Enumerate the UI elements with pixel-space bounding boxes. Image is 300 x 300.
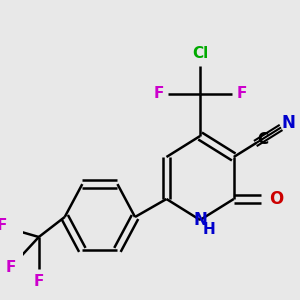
Text: F: F [0, 218, 7, 232]
Text: H: H [203, 223, 216, 238]
Text: F: F [6, 260, 16, 274]
Text: F: F [153, 86, 164, 101]
Text: N: N [193, 211, 207, 229]
Text: O: O [269, 190, 284, 208]
Text: N: N [281, 114, 295, 132]
Text: C: C [257, 131, 268, 146]
Text: F: F [34, 274, 44, 289]
Text: F: F [236, 86, 247, 101]
Text: Cl: Cl [192, 46, 208, 62]
